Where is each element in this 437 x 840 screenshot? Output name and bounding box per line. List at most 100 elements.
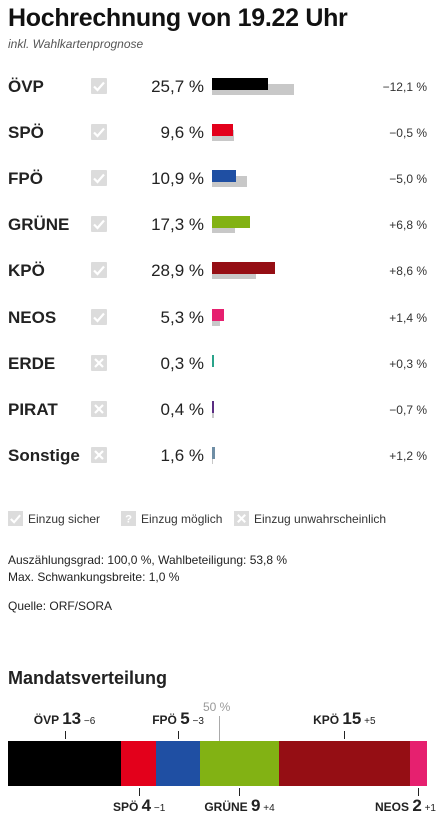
half-mark-line: [219, 716, 220, 741]
cross-icon: [91, 354, 107, 371]
party-difference: −5,0 %: [389, 172, 427, 187]
svg-text:?: ?: [125, 514, 132, 526]
seat-label: FPÖ 5 −3: [152, 709, 204, 729]
legend-label-unwahrscheinlich: Einzug unwahrscheinlich: [254, 512, 387, 526]
result-row: ERDE 0,3 % +0,3 %: [0, 341, 437, 387]
party-difference: +0,3 %: [389, 356, 427, 371]
result-bars: [212, 262, 332, 282]
party-difference: −0,7 %: [389, 402, 427, 417]
result-bars: [212, 170, 332, 190]
party-difference: +1,2 %: [389, 448, 427, 463]
party-percent: 0,3 %: [160, 353, 204, 373]
result-row: ÖVP 25,7 % −12,1 %: [0, 64, 437, 110]
cross-icon: [91, 400, 107, 417]
seat-label-tick: [178, 731, 179, 739]
result-bars: [212, 400, 332, 421]
check-icon: [91, 124, 107, 141]
party-difference: +6,8 %: [389, 218, 427, 233]
result-bars: [212, 124, 332, 144]
check-icon: [91, 308, 107, 325]
current-result-bar: [212, 170, 236, 183]
legend-item-sicher: Einzug sicher: [8, 510, 100, 528]
party-percent: 17,3 %: [151, 215, 204, 235]
seat-count: 4: [141, 796, 152, 815]
seat-difference: −1: [151, 803, 166, 814]
result-bars: [212, 446, 332, 467]
page-subtitle: inkl. Wahlkartenprognose: [8, 37, 144, 51]
current-result-bar: [212, 308, 224, 321]
seat-difference: +4: [260, 803, 275, 814]
check-icon: [8, 511, 23, 527]
seat-bar: [8, 741, 427, 786]
party-name: PIRAT: [8, 399, 58, 419]
count-info: Auszählungsgrad: 100,0 %, Wahlbeteiligun…: [8, 553, 288, 567]
margin-info: Max. Schwankungsbreite: 1,0 %: [8, 570, 180, 584]
check-icon: [91, 262, 107, 279]
party-difference: −12,1 %: [382, 80, 427, 94]
seat-label-tick: [139, 788, 140, 796]
seat-difference: −3: [189, 716, 204, 727]
result-bars: [212, 78, 332, 98]
current-result-bar: [212, 78, 268, 90]
seat-label-tick: [344, 731, 345, 739]
party-percent: 0,4 %: [160, 399, 204, 419]
current-result-bar: [212, 446, 216, 459]
party-name: ERDE: [8, 353, 56, 373]
seat-label: NEOS 2 +1: [375, 796, 436, 816]
party-percent: 10,9 %: [151, 169, 204, 189]
seat-segment: [409, 741, 427, 786]
current-result-bar: [212, 216, 250, 229]
party-difference: +1,4 %: [389, 310, 427, 325]
party-percent: 9,6 %: [160, 123, 204, 143]
party-name: KPÖ: [8, 261, 45, 281]
current-result-bar: [212, 262, 275, 275]
party-name: FPÖ: [8, 169, 43, 189]
result-row: KPÖ 28,9 % +8,6 %: [0, 248, 437, 294]
seat-party: SPÖ: [112, 800, 142, 814]
check-icon: [91, 78, 107, 94]
seat-party: NEOS: [375, 800, 413, 814]
seat-label-tick: [65, 731, 66, 739]
current-result-bar: [212, 354, 214, 367]
party-difference: −0,5 %: [389, 126, 427, 141]
check-icon: [91, 216, 107, 233]
current-result-bar: [212, 400, 214, 413]
party-percent: 5,3 %: [160, 307, 204, 327]
party-percent: 28,9 %: [151, 261, 204, 281]
question-icon: ?: [121, 511, 136, 527]
page-title: Hochrechnung von 19.22 Uhr: [8, 4, 348, 32]
mandate-title: Mandatsverteilung: [8, 668, 168, 688]
seat-count: 5: [180, 709, 190, 728]
result-row: FPÖ 10,9 % −5,0 %: [0, 156, 437, 202]
seat-count: 2: [412, 796, 422, 815]
legend-item-moeglich: ? Einzug möglich: [121, 510, 222, 528]
legend-label-sicher: Einzug sicher: [28, 512, 101, 526]
seat-label-tick: [418, 788, 419, 796]
seat-segment: [121, 741, 157, 786]
seat-party: ÖVP: [33, 713, 63, 727]
result-bars: [212, 216, 332, 236]
result-row: Sonstige 1,6 % +1,2 %: [0, 433, 437, 479]
party-name: NEOS: [8, 307, 57, 327]
result-row: GRÜNE 17,3 % +6,8 %: [0, 202, 437, 248]
seat-difference: −6: [81, 716, 96, 727]
seat-difference: +5: [361, 716, 376, 727]
party-percent: 1,6 %: [160, 445, 204, 465]
result-row: PIRAT 0,4 % −0,7 %: [0, 387, 437, 433]
seat-count: 15: [342, 709, 362, 728]
seat-segment: [278, 741, 410, 786]
seat-count: 13: [62, 709, 82, 728]
party-name: SPÖ: [8, 123, 44, 143]
seat-label: SPÖ 4 −1: [113, 796, 165, 816]
seat-segment: [156, 741, 201, 786]
party-percent: 25,7 %: [151, 77, 204, 96]
seat-party: KPÖ: [313, 713, 343, 727]
legend-item-unwahrscheinlich: Einzug unwahrscheinlich: [234, 510, 386, 528]
half-mark-label: 50 %: [203, 700, 231, 714]
seat-count: 9: [250, 796, 261, 815]
result-row: NEOS 5,3 % +1,4 %: [0, 295, 437, 341]
seat-difference: +1: [421, 803, 436, 814]
cross-icon: [91, 446, 107, 463]
seat-party: GRÜNE: [204, 800, 251, 814]
party-name: GRÜNE: [8, 215, 70, 235]
